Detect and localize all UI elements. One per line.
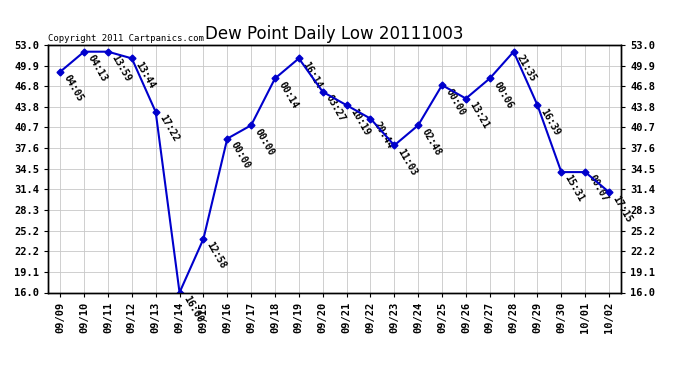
Text: 04:13: 04:13 [86,53,109,84]
Text: 16:14: 16:14 [300,60,324,90]
Text: 17:22: 17:22 [157,113,180,144]
Text: 13:59: 13:59 [109,53,132,84]
Text: 00:06: 00:06 [491,80,515,110]
Text: 00:00: 00:00 [253,127,276,157]
Text: 13:44: 13:44 [133,60,157,90]
Text: 21:35: 21:35 [515,53,538,84]
Text: 00:14: 00:14 [277,80,299,110]
Text: 04:05: 04:05 [61,73,85,104]
Text: 00:00: 00:00 [444,87,466,117]
Text: 15:31: 15:31 [563,174,586,204]
Text: 13:21: 13:21 [467,100,491,130]
Text: Copyright 2011 Cartpanics.com: Copyright 2011 Cartpanics.com [48,33,204,42]
Title: Dew Point Daily Low 20111003: Dew Point Daily Low 20111003 [206,26,464,44]
Text: 16:39: 16:39 [539,106,562,137]
Text: 12:58: 12:58 [205,240,228,271]
Text: 02:48: 02:48 [420,127,443,157]
Text: 03:27: 03:27 [324,93,348,124]
Text: 17:15: 17:15 [611,194,634,224]
Text: 00:07: 00:07 [586,174,610,204]
Text: 11:03: 11:03 [395,147,419,177]
Text: 10:19: 10:19 [348,106,371,137]
Text: 00:00: 00:00 [228,140,252,171]
Text: 20:44: 20:44 [372,120,395,150]
Text: 16:00: 16:00 [181,294,204,324]
